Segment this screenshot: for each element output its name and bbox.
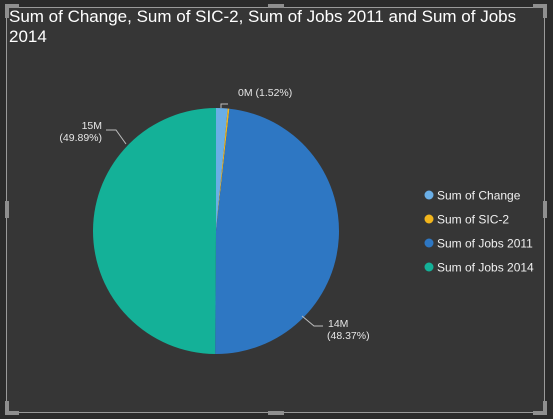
- data-label-percent-sum-of-jobs-2011: (48.37%): [327, 330, 370, 342]
- leader-line-sum-of-jobs-2014: [106, 129, 127, 145]
- legend-label-sum-of-sic-2[interactable]: Sum of SIC-2: [437, 213, 509, 227]
- leader-line-sum-of-change: [220, 103, 228, 108]
- legend-label-sum-of-jobs-2011[interactable]: Sum of Jobs 2011: [437, 237, 533, 251]
- chart-title: Sum of Change, Sum of SIC-2, Sum of Jobs…: [9, 7, 517, 46]
- resize-handle-top-middle[interactable]: [268, 4, 284, 8]
- resize-handle-top-left-side[interactable]: [5, 4, 9, 18]
- resize-handle-bottom-left-side[interactable]: [5, 401, 9, 415]
- resize-handle-left-middle[interactable]: [5, 201, 9, 218]
- resize-handle-right-middle[interactable]: [543, 201, 547, 218]
- data-label-sum-of-change: 0M (1.52%): [238, 87, 292, 99]
- data-label-percent-sum-of-jobs-2014: (49.89%): [59, 132, 102, 144]
- pie-slice-sum-of-sic-2[interactable]: [216, 108, 230, 231]
- legend-label-sum-of-change[interactable]: Sum of Change: [437, 189, 521, 203]
- resize-handle-top-right-side[interactable]: [543, 4, 547, 18]
- data-label-value-sum-of-jobs-2014: 15M: [82, 120, 102, 132]
- resize-handle-top-left[interactable]: [5, 4, 19, 8]
- legend-marker-sum-of-jobs-2011[interactable]: [424, 238, 434, 248]
- legend-marker-sum-of-jobs-2014[interactable]: [424, 262, 434, 272]
- resize-handle-bottom-right[interactable]: [533, 411, 547, 415]
- pie-slice-sum-of-change[interactable]: [216, 108, 228, 231]
- resize-handle-bottom-middle[interactable]: [268, 411, 284, 415]
- pie-slice-sum-of-jobs-2014[interactable]: [93, 108, 216, 354]
- legend-marker-sum-of-sic-2[interactable]: [424, 214, 434, 224]
- legend-label-sum-of-jobs-2014[interactable]: Sum of Jobs 2014: [437, 261, 534, 275]
- resize-handle-top-right[interactable]: [533, 4, 547, 8]
- data-label-value-sum-of-jobs-2011: 14M: [328, 318, 348, 330]
- pie-slice-sum-of-jobs-2011[interactable]: [215, 108, 339, 354]
- resize-handle-bottom-left[interactable]: [5, 411, 19, 415]
- legend-marker-sum-of-change[interactable]: [424, 190, 434, 200]
- resize-handle-bottom-right-side[interactable]: [543, 401, 547, 415]
- leader-line-sum-of-jobs-2011: [301, 315, 323, 327]
